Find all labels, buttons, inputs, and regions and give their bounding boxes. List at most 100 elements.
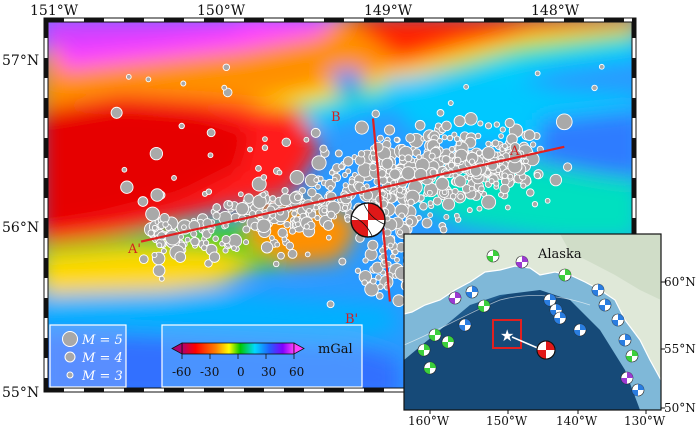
earthquake-circle bbox=[326, 300, 335, 309]
earthquake-circle bbox=[396, 186, 404, 194]
earthquake-circle bbox=[447, 161, 455, 169]
earthquake-circle bbox=[498, 133, 504, 139]
earthquake-circle bbox=[453, 156, 462, 165]
earthquake-circle bbox=[439, 225, 448, 234]
earthquake-circle bbox=[291, 210, 298, 217]
earthquake-circle bbox=[453, 212, 460, 219]
earthquake-circle bbox=[261, 144, 269, 151]
legend-m3-circle bbox=[66, 371, 74, 379]
inset-map: ★ Alaska 160°W 150°W 140°W 130°W 60°N 55… bbox=[403, 233, 696, 428]
earthquake-circle bbox=[474, 132, 482, 140]
earthquake-circle bbox=[171, 175, 177, 181]
earthquake-circle bbox=[477, 120, 484, 127]
earthquake-circle bbox=[361, 279, 368, 286]
profile-a-start-label: A' bbox=[127, 242, 141, 257]
earthquake-circle bbox=[454, 175, 467, 188]
earthquake-circle bbox=[334, 149, 343, 158]
earthquake-circle bbox=[212, 235, 219, 242]
earthquake-circle bbox=[362, 257, 369, 264]
earthquake-circle bbox=[331, 176, 338, 183]
earthquake-circle bbox=[448, 152, 456, 159]
earthquake-circle bbox=[375, 292, 384, 300]
earthquake-circle bbox=[432, 196, 442, 206]
colorbar-gradient bbox=[181, 342, 295, 355]
earthquake-circle bbox=[531, 201, 539, 208]
earthquake-circle bbox=[523, 158, 529, 165]
earthquake-circle bbox=[145, 76, 152, 83]
earthquake-circle bbox=[401, 166, 416, 181]
earthquake-circle bbox=[121, 166, 128, 173]
inset-focal-ball bbox=[573, 323, 587, 337]
earthquake-circle bbox=[327, 185, 334, 192]
earthquake-circle bbox=[457, 193, 464, 200]
earthquake-circle bbox=[255, 165, 262, 172]
earthquake-circle bbox=[484, 122, 493, 130]
earthquake-circle bbox=[314, 214, 321, 221]
inset-lon-label-160w: 160°W bbox=[408, 414, 450, 428]
earthquake-circle bbox=[370, 277, 377, 285]
inset-focal-ball bbox=[620, 371, 634, 385]
earthquake-circle bbox=[178, 122, 185, 130]
earthquake-circle bbox=[392, 294, 406, 307]
earthquake-circle bbox=[591, 84, 598, 92]
inset-focal-ball bbox=[543, 293, 557, 307]
inset-mainshock-ball bbox=[536, 340, 556, 360]
earthquake-circle bbox=[321, 207, 328, 214]
earthquake-circle bbox=[419, 201, 428, 211]
lat-label-55n: 55°N bbox=[2, 385, 39, 401]
legend-m3-label: M = 3 bbox=[81, 369, 123, 384]
earthquake-circle bbox=[295, 221, 301, 228]
earthquake-circle bbox=[441, 134, 448, 141]
earthquake-circle bbox=[260, 174, 268, 181]
earthquake-circle bbox=[342, 156, 354, 167]
inset-focal-ball bbox=[591, 283, 605, 297]
earthquake-circle bbox=[534, 70, 541, 77]
earthquake-circle bbox=[453, 135, 461, 143]
earthquake-circle bbox=[598, 63, 605, 70]
main-map-lat-labels: 57°N 56°N 55°N bbox=[2, 53, 39, 401]
earthquake-circle bbox=[235, 202, 249, 216]
earthquake-circle bbox=[405, 133, 416, 143]
earthquake-circle bbox=[277, 227, 288, 238]
earthquake-circle bbox=[427, 212, 434, 218]
lat-label-57n: 57°N bbox=[2, 53, 39, 69]
earthquake-circle bbox=[378, 176, 388, 185]
earthquake-circle bbox=[150, 188, 164, 202]
earthquake-circle bbox=[529, 141, 537, 148]
earthquake-circle bbox=[389, 168, 401, 180]
earthquake-circle bbox=[256, 218, 271, 233]
earthquake-circle bbox=[120, 180, 134, 194]
earthquake-circle bbox=[468, 185, 475, 192]
earthquake-circle bbox=[342, 182, 349, 189]
earthquake-circle bbox=[306, 207, 312, 214]
inset-focal-ball bbox=[423, 361, 437, 375]
legend-m5-label: M = 5 bbox=[81, 333, 123, 348]
lat-label-56n: 56°N bbox=[2, 220, 39, 236]
earthquake-circle bbox=[448, 146, 456, 153]
earthquake-circle bbox=[441, 155, 451, 165]
colorbar-tick-60: 60 bbox=[289, 365, 304, 379]
inset-focal-ball bbox=[515, 255, 529, 269]
earthquake-circle bbox=[206, 128, 216, 138]
inset-lon-label-140w: 140°W bbox=[556, 414, 598, 428]
inset-focal-ball bbox=[448, 291, 462, 305]
earthquake-circle bbox=[272, 260, 280, 268]
earthquake-circle bbox=[371, 109, 380, 119]
colorbar: mGal -60 -30 0 30 60 bbox=[161, 324, 363, 388]
legend-m4-circle bbox=[64, 351, 76, 363]
inset-study-area-box bbox=[492, 319, 522, 349]
earthquake-circle bbox=[151, 251, 158, 258]
inset-title: Alaska bbox=[537, 247, 582, 262]
lon-label-150w: 150°W bbox=[197, 3, 246, 19]
earthquake-circle bbox=[319, 144, 328, 153]
inset-focal-ball bbox=[441, 335, 455, 349]
earthquake-circle bbox=[212, 203, 222, 212]
earthquake-circle bbox=[502, 143, 508, 149]
earthquake-circle bbox=[212, 211, 221, 220]
earthquake-circle bbox=[501, 172, 509, 180]
earthquake-circle bbox=[488, 178, 495, 185]
earthquake-circle bbox=[145, 206, 160, 222]
earthquake-circle bbox=[436, 109, 445, 117]
profile-lines: A' A B B' bbox=[127, 110, 565, 327]
